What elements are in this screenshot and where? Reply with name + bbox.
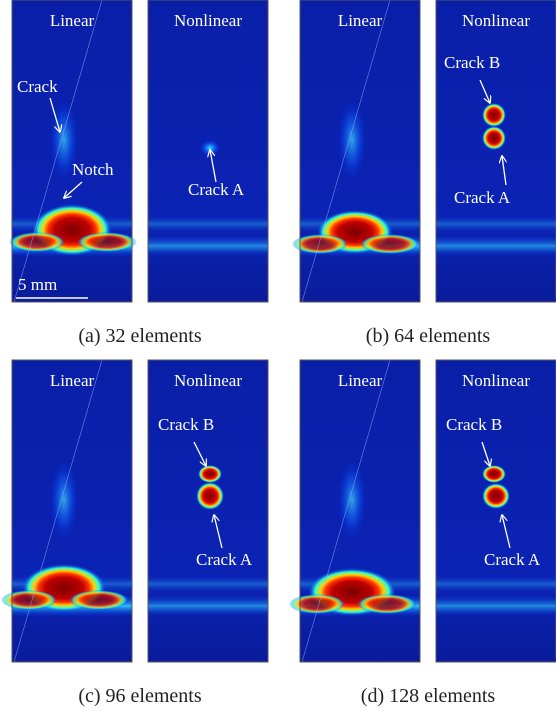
faint-band xyxy=(148,215,268,233)
image-linear: Linear xyxy=(292,0,420,302)
faint-band xyxy=(436,575,556,593)
crack-echo xyxy=(200,140,220,156)
image-label: Linear xyxy=(338,371,383,390)
notch-wing xyxy=(69,590,129,610)
interface-band xyxy=(148,235,268,257)
annotation: Notch xyxy=(72,160,114,179)
annotation: Crack B xyxy=(444,53,500,72)
crack-echo xyxy=(482,465,506,483)
annotation: Crack A xyxy=(454,188,511,207)
crack-echo xyxy=(50,460,78,540)
image-label: Nonlinear xyxy=(462,371,530,390)
image-linear: Linear Crack Notch 5 mm xyxy=(9,0,137,302)
caption: (b) 64 elements xyxy=(366,325,491,347)
image-label: Linear xyxy=(338,11,383,30)
notch-wing xyxy=(77,232,137,252)
crack-echo xyxy=(338,460,366,540)
crack-echo xyxy=(482,483,510,509)
notch-wing xyxy=(1,590,57,610)
image-linear: Linear xyxy=(1,360,132,662)
figure: Linear Crack Notch 5 mm Nonlinear Crack A (a) … xyxy=(0,0,556,711)
image-nonlinear: Nonlinear Crack B Crack A xyxy=(436,0,556,302)
interface-band xyxy=(436,235,556,257)
crack-echo xyxy=(198,465,222,483)
image-label: Linear xyxy=(50,371,95,390)
image-label: Nonlinear xyxy=(174,371,242,390)
image-label: Nonlinear xyxy=(462,11,530,30)
image-nonlinear: Nonlinear Crack B Crack A xyxy=(148,360,268,662)
image-label: Nonlinear xyxy=(174,11,242,30)
annotation: Crack B xyxy=(158,415,214,434)
crack-echo xyxy=(338,100,366,180)
image-label: Linear xyxy=(50,11,95,30)
image-nonlinear: Nonlinear Crack A xyxy=(148,0,268,302)
interface-band xyxy=(436,595,556,617)
crack-echo xyxy=(196,482,224,510)
caption: (d) 128 elements xyxy=(361,685,496,707)
image-linear: Linear xyxy=(289,360,420,662)
image-nonlinear: Nonlinear Crack B Crack A xyxy=(436,360,556,662)
caption: (a) 32 elements xyxy=(78,325,201,347)
caption: (c) 96 elements xyxy=(78,685,201,707)
scale-bar-label: 5 mm xyxy=(18,275,57,294)
notch-wing xyxy=(9,232,65,252)
crack-echo xyxy=(482,103,506,127)
annotation: Crack B xyxy=(446,415,502,434)
notch-wing xyxy=(357,594,417,614)
annotation: Crack A xyxy=(196,550,253,569)
faint-band xyxy=(148,575,268,593)
interface-band xyxy=(148,595,268,617)
annotation: Crack xyxy=(17,77,58,96)
annotation: Crack A xyxy=(484,550,541,569)
notch-wing xyxy=(360,234,420,254)
faint-band xyxy=(436,215,556,233)
crack-echo xyxy=(482,126,506,150)
annotation: Crack A xyxy=(188,180,245,199)
